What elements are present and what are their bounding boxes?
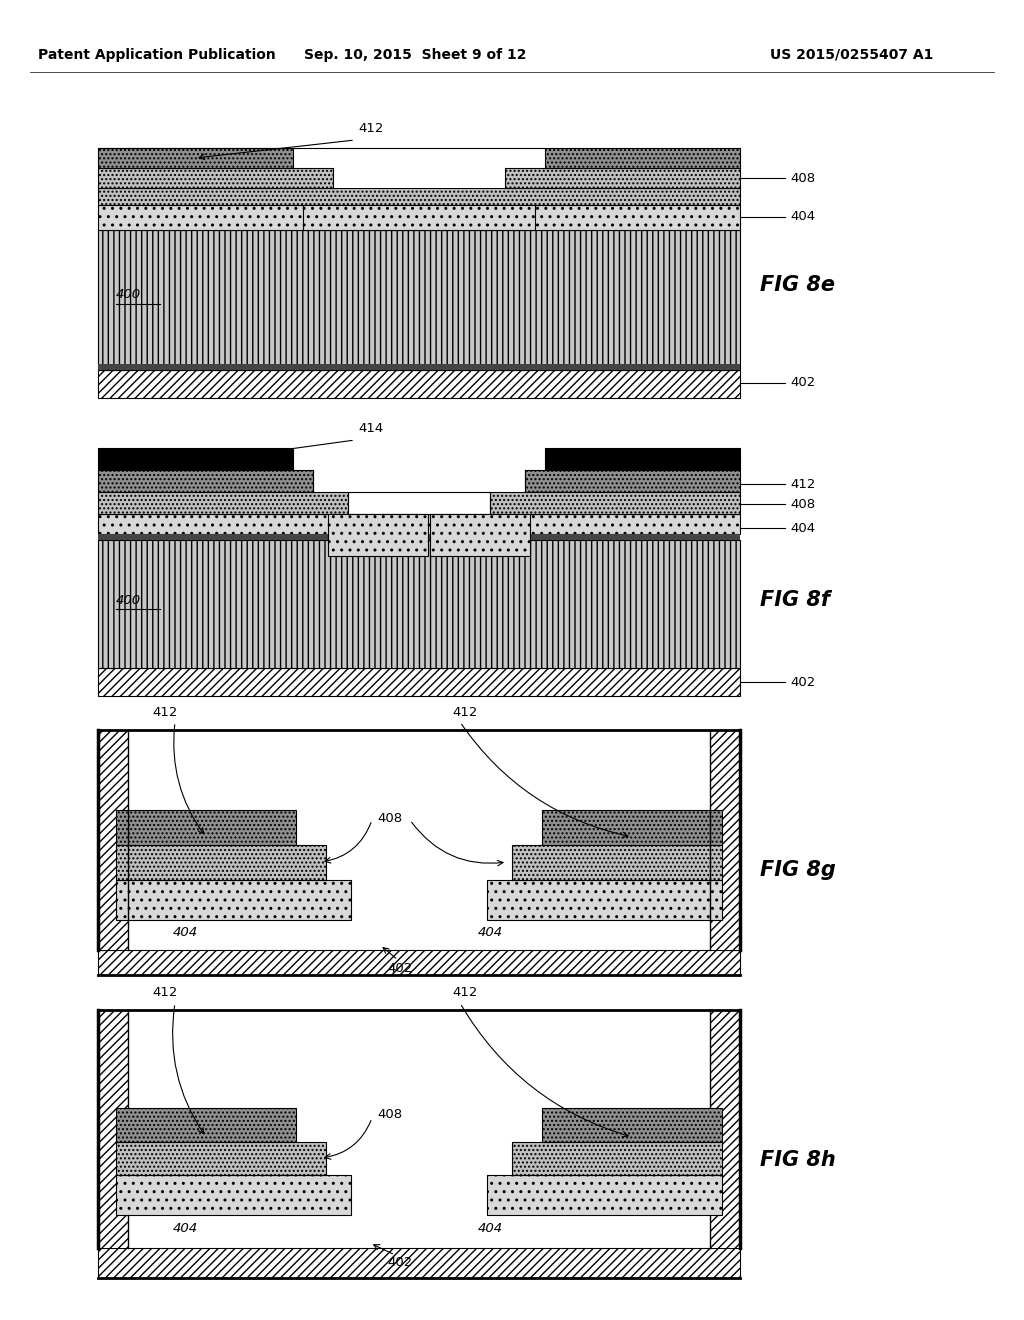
Bar	[116, 730, 722, 950]
Text: Patent Application Publication: Patent Application Publication	[38, 48, 275, 62]
Bar	[98, 730, 116, 950]
Bar	[98, 168, 333, 187]
Bar	[328, 513, 428, 556]
Text: 412: 412	[153, 986, 178, 999]
Text: 404: 404	[172, 925, 198, 939]
Bar	[98, 148, 293, 168]
Bar	[98, 950, 740, 975]
Bar	[116, 1010, 722, 1247]
Bar	[348, 470, 490, 492]
Bar	[98, 513, 740, 535]
Bar	[722, 730, 740, 950]
Bar	[98, 535, 740, 540]
Bar	[98, 370, 740, 399]
Text: 412: 412	[358, 121, 383, 135]
Text: FIG 8h: FIG 8h	[760, 1150, 836, 1170]
Bar	[512, 1142, 722, 1175]
Bar	[98, 1010, 128, 1247]
Text: 408: 408	[790, 498, 815, 511]
Bar	[98, 230, 740, 370]
Bar	[98, 730, 128, 950]
Bar	[487, 1175, 722, 1214]
Text: FIG 8e: FIG 8e	[760, 275, 835, 294]
Text: 404: 404	[477, 1221, 503, 1234]
Text: Sep. 10, 2015  Sheet 9 of 12: Sep. 10, 2015 Sheet 9 of 12	[304, 48, 526, 62]
Text: 408: 408	[378, 1109, 402, 1122]
Text: 414: 414	[358, 421, 383, 434]
Bar	[98, 364, 740, 370]
Bar	[116, 1175, 351, 1214]
Text: 408: 408	[378, 812, 402, 825]
Bar	[98, 447, 293, 470]
Text: 412: 412	[790, 478, 815, 491]
Bar	[710, 1010, 740, 1247]
Text: FIG 8f: FIG 8f	[760, 590, 830, 610]
Bar	[333, 168, 505, 187]
Bar	[98, 205, 740, 230]
Bar	[710, 730, 740, 950]
Text: 404: 404	[172, 1221, 198, 1234]
Bar	[333, 148, 505, 168]
Text: 402: 402	[790, 676, 815, 689]
Bar	[98, 470, 313, 492]
Text: 404: 404	[477, 925, 503, 939]
Bar	[490, 492, 740, 513]
Bar	[98, 492, 348, 513]
Text: US 2015/0255407 A1: US 2015/0255407 A1	[770, 48, 933, 62]
Bar	[116, 1107, 296, 1142]
Bar	[116, 845, 326, 880]
Text: 402: 402	[790, 376, 815, 389]
Text: 412: 412	[453, 705, 477, 718]
Bar	[487, 880, 722, 920]
Bar	[525, 470, 740, 492]
Text: 402: 402	[387, 1255, 413, 1269]
Bar	[116, 810, 296, 845]
Bar	[98, 668, 740, 696]
Bar	[98, 540, 740, 668]
Text: 412: 412	[153, 705, 178, 718]
Bar	[303, 205, 535, 230]
Text: 408: 408	[790, 172, 815, 185]
Bar	[98, 1247, 740, 1278]
Bar	[545, 447, 740, 470]
Bar	[512, 845, 722, 880]
Bar	[542, 1107, 722, 1142]
Text: 400: 400	[116, 594, 141, 606]
Bar	[545, 148, 740, 168]
Text: 402: 402	[387, 961, 413, 974]
Text: 404: 404	[790, 210, 815, 223]
Bar	[116, 1142, 326, 1175]
Text: FIG 8g: FIG 8g	[760, 861, 836, 880]
Bar	[542, 810, 722, 845]
Text: 400: 400	[116, 289, 141, 301]
Bar	[98, 187, 740, 205]
Text: 404: 404	[790, 521, 815, 535]
Bar	[430, 513, 530, 556]
Text: 412: 412	[453, 986, 477, 999]
Bar	[116, 880, 351, 920]
Bar	[505, 168, 740, 187]
